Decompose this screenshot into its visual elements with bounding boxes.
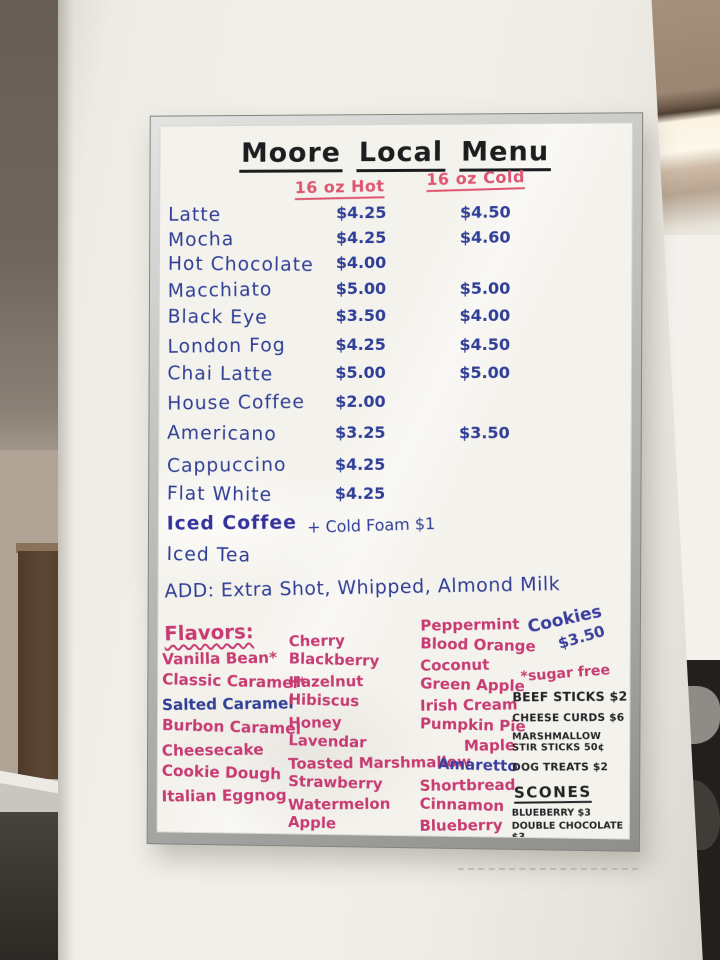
- flavor-item: Vanilla Bean*: [161, 648, 278, 669]
- snack-item: Marshmallow Stir Sticks 50¢: [511, 730, 605, 754]
- menu-row-iced-coffee: Iced Coffee + Cold Foam $1: [159, 512, 630, 539]
- flavor-list-1: Vanilla Bean* Classic Caramel* Salted Cara…: [161, 648, 307, 811]
- hot-price: $4.25: [335, 228, 387, 248]
- menu-row-london-fog: London Fog $4.25 $4.50: [160, 334, 631, 359]
- flavor-item: Classic Caramel*: [161, 670, 307, 693]
- title-word: Local: [356, 136, 446, 173]
- hot-price: $2.00: [335, 391, 386, 411]
- wall-smudge: [458, 868, 638, 880]
- add-ons-line: ADD: Extra Shot, Whipped, Almond Milk: [164, 573, 561, 603]
- drink-name: Flat White: [166, 482, 273, 506]
- sugar-free-note: *sugar free: [520, 662, 611, 686]
- menu-row-chai-latte: Chai Latte $5.00 $5.00: [159, 362, 630, 388]
- cold-price: [419, 484, 550, 485]
- flavor-item: Salted Caramel: [161, 694, 294, 715]
- hot-price: $4.25: [335, 334, 386, 354]
- menu-row-americano: Americano $3.25 $3.50: [159, 422, 630, 447]
- cold-price: $5.00: [459, 363, 511, 383]
- drink-name: Iced Tea: [166, 543, 252, 567]
- column-header-cold: 16 oz Cold: [426, 167, 526, 193]
- snack-list: Beef Sticks $2 Cheese Curds $6 Marshmallow…: [512, 688, 629, 775]
- hot-price: $5.00: [335, 279, 387, 299]
- menu-row-house-coffee: House Coffee $2.00: [159, 390, 630, 417]
- drink-name: Hot Chocolate: [167, 252, 314, 276]
- menu-row-hot-chocolate: Hot Chocolate $4.00: [160, 252, 632, 277]
- menu-row-macchiato: Macchiato $5.00 $5.00: [160, 278, 632, 304]
- drink-name: Americano: [166, 421, 277, 446]
- menu-row-cappuccino: Cappuccino $4.25: [159, 454, 630, 480]
- hot-price: $4.25: [334, 454, 386, 474]
- menu-row-latte: Latte $4.25 $4.50: [160, 202, 632, 228]
- hot-price: $5.00: [335, 362, 386, 382]
- hot-price: $4.25: [334, 483, 386, 503]
- door-frame: [16, 543, 62, 553]
- menu-title: Moore Local Menu: [160, 136, 632, 174]
- drink-name: Latte: [167, 203, 222, 226]
- cold-price: $4.50: [459, 334, 511, 355]
- scone-item: Blueberry $3: [511, 807, 591, 819]
- snack-item: Beef Sticks $2: [512, 688, 628, 705]
- flavor-item: Burbon Caramel: [161, 716, 302, 739]
- cold-price: $3.50: [458, 423, 510, 443]
- pillar-edge-shade: [58, 0, 74, 960]
- menu-row-flat-white: Flat White $4.25: [159, 482, 630, 509]
- hot-price: $3.50: [335, 306, 387, 326]
- extras-column: Cookies $3.50 *sugar free Beef Sticks $2…: [512, 602, 630, 840]
- menu-row-black-eye: Black Eye $3.50 $4.00: [160, 306, 631, 330]
- flavors-heading: Flavors:: [163, 619, 255, 646]
- scones-heading: SCONES: [513, 782, 592, 804]
- hot-price: $4.25: [335, 203, 387, 223]
- drink-name: House Coffee: [167, 390, 306, 415]
- menu-row-mocha: Mocha $4.25 $4.60: [160, 227, 632, 252]
- menu-row-iced-tea: Iced Tea: [159, 543, 630, 571]
- cold-price: $5.00: [459, 278, 511, 298]
- left-shadow-wall: [0, 0, 62, 455]
- snack-item: Cheese Curds $6: [512, 711, 625, 725]
- cold-price: $4.60: [459, 227, 511, 247]
- column-header-hot: 16 oz Hot: [294, 176, 385, 201]
- brown-door: [18, 551, 62, 779]
- whiteboard-menu: Moore Local Menu 16 oz Hot 16 oz Cold Latt…: [156, 122, 633, 840]
- scone-item: Double Chocolate $3: [511, 820, 624, 840]
- cold-price: $4.00: [459, 305, 511, 325]
- title-word: Moore: [239, 137, 344, 173]
- drink-name: Chai Latte: [167, 362, 274, 386]
- drink-name: Macchiato: [167, 278, 273, 302]
- cold-price: $4.50: [459, 202, 511, 222]
- flavor-item: Cookie Dough: [161, 761, 282, 784]
- snack-item: Dog Treats $2: [511, 760, 609, 774]
- drink-name: Cappuccino: [166, 453, 287, 477]
- flavor-item: Italian Eggnog: [161, 786, 287, 806]
- drink-name: Iced Coffee: [166, 511, 298, 535]
- flavor-item: Cheesecake: [161, 740, 264, 760]
- cold-foam-note: + Cold Foam $1: [306, 513, 436, 537]
- title-word: Menu: [459, 136, 552, 172]
- hot-price: $3.25: [335, 422, 386, 442]
- drink-name: Mocha: [167, 228, 235, 252]
- drink-name: Black Eye: [167, 305, 268, 329]
- whiteboard-frame: Moore Local Menu 16 oz Hot 16 oz Cold Latt…: [146, 112, 644, 852]
- scones-list: Blueberry $3 Double Chocolate $3: [512, 806, 629, 839]
- floor-shadow: [0, 812, 58, 960]
- hot-price: $4.00: [335, 253, 387, 273]
- drink-name: London Fog: [167, 334, 286, 358]
